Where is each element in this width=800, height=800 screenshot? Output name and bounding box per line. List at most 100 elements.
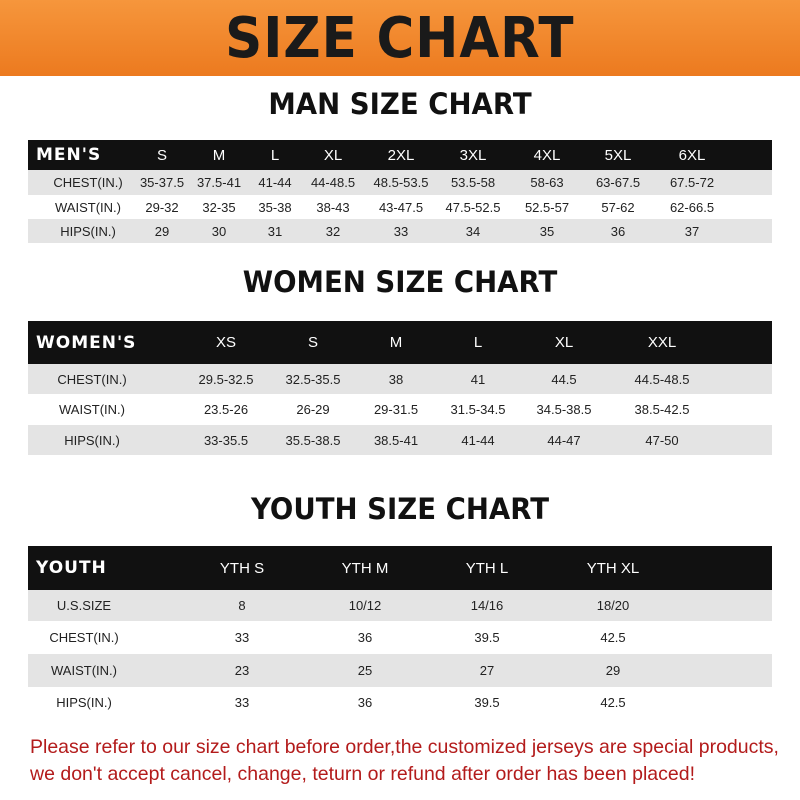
size-header: L	[473, 334, 483, 351]
table-cell: 44.5-48.5	[634, 371, 690, 387]
table-cell: 58-63	[530, 175, 564, 190]
table-cell: 43-47.5	[378, 199, 424, 215]
table-cell: 14/16	[470, 598, 504, 613]
size-header: S	[156, 146, 168, 164]
table-cell: 35	[539, 223, 555, 239]
table-row: HIPS(IN.) 33-35.5 35.5-38.5 38.5-41 41-44 44-…	[28, 425, 772, 455]
table-cell: 23	[234, 663, 250, 678]
size-header: XL	[554, 334, 574, 351]
table-cell: 37.5-41	[196, 175, 242, 190]
table-cell: 44.5	[551, 371, 577, 387]
size-header: 6XL	[678, 146, 706, 164]
table-cell: 52.5-57	[524, 199, 570, 215]
size-header: XL	[323, 146, 343, 164]
table-cell: 32.5-35.5	[285, 371, 341, 387]
table-cell: 10/12	[348, 598, 382, 613]
table-row: HIPS(IN.) 29 30 31 32 33 34 35 36 37	[28, 219, 772, 243]
men-header-row: MEN'S S M L XL 2XL 3XL 4XL 5XL 6XL	[28, 140, 772, 170]
size-header: YTH M	[341, 559, 389, 577]
table-label: YOUTH	[36, 558, 107, 578]
measurement-label: CHEST(IN.)	[53, 175, 123, 190]
table-cell: 41-44	[258, 175, 292, 190]
men-size-table: MEN'S S M L XL 2XL 3XL 4XL 5XL 6XL CHEST(IN.) 35-37…	[28, 140, 772, 243]
table-cell: 47.5-52.5	[445, 199, 501, 215]
table-cell: 32-35	[202, 199, 236, 215]
table-cell: 29	[605, 663, 621, 678]
size-header: L	[270, 146, 280, 164]
table-cell: 36	[357, 630, 373, 645]
table-cell: 29.5-32.5	[198, 371, 254, 387]
table-row: U.S.SIZE 8 10/12 14/16 18/20	[28, 590, 772, 621]
men-section-title: MAN SIZE CHART	[268, 87, 532, 121]
measurement-label: WAIST(IN.)	[51, 663, 117, 678]
table-label: WOMEN'S	[36, 332, 137, 353]
table-cell: 48.5-53.5	[373, 175, 429, 190]
table-cell: 34.5-38.5	[536, 402, 592, 417]
table-cell: 62-66.5	[669, 199, 715, 215]
table-cell: 26-29	[296, 402, 330, 417]
table-cell: 57-62	[601, 199, 635, 215]
table-row: WAIST(IN.) 23.5-26 26-29 29-31.5 31.5-34.5 34…	[28, 394, 772, 425]
table-cell: 29-31.5	[373, 402, 419, 417]
table-cell: 67.5-72	[669, 175, 715, 190]
table-cell: 38	[388, 371, 404, 387]
youth-size-table: YOUTH YTH S YTH M YTH L YTH XL U.S.SIZE 8 10/12…	[28, 546, 772, 718]
size-header: 5XL	[604, 146, 632, 164]
table-cell: 35-37.5	[139, 175, 185, 190]
table-cell: 33	[393, 223, 409, 239]
women-header-row: WOMEN'S XS S M L XL XXL	[28, 321, 772, 364]
table-cell: 29-32	[145, 199, 179, 215]
size-header: YTH L	[465, 559, 509, 577]
size-header: M	[212, 146, 226, 164]
table-row: CHEST(IN.) 29.5-32.5 32.5-35.5 38 41 44.5 44.5…	[28, 364, 772, 394]
table-row: HIPS(IN.) 33 36 39.5 42.5	[28, 687, 772, 718]
measurement-label: CHEST(IN.)	[49, 630, 119, 645]
table-cell: 36	[357, 695, 373, 710]
table-cell: 53.5-58	[450, 175, 496, 190]
table-cell: 39.5	[474, 695, 500, 710]
size-header: YTH S	[219, 559, 265, 577]
table-label: MEN'S	[36, 145, 102, 165]
size-header: 3XL	[459, 146, 487, 164]
measurement-label: U.S.SIZE	[56, 598, 112, 613]
table-row: WAIST(IN.) 29-32 32-35 35-38 38-43 43-47.5 47.…	[28, 195, 772, 219]
size-header: YTH XL	[586, 559, 640, 577]
table-cell: 30	[211, 223, 227, 239]
table-cell: 35.5-38.5	[285, 432, 341, 448]
size-header: 4XL	[533, 146, 561, 164]
table-cell: 42.5	[600, 630, 626, 645]
measurement-label: HIPS(IN.)	[64, 432, 120, 448]
table-cell: 39.5	[474, 630, 500, 645]
table-cell: 18/20	[596, 598, 630, 613]
table-row: CHEST(IN.) 35-37.5 37.5-41 41-44 44-48.5 48.5…	[28, 170, 772, 195]
table-cell: 44-48.5	[310, 175, 356, 190]
youth-section-title: YOUTH SIZE CHART	[250, 492, 550, 526]
table-row: WAIST(IN.) 23 25 27 29	[28, 654, 772, 687]
table-cell: 36	[610, 223, 626, 239]
table-row: CHEST(IN.) 33 36 39.5 42.5	[28, 621, 772, 654]
table-cell: 33-35.5	[203, 432, 249, 448]
page-title: SIZE CHART	[225, 5, 575, 71]
table-cell: 33	[234, 630, 250, 645]
table-cell: 32	[325, 223, 341, 239]
size-header: 2XL	[387, 146, 415, 164]
measurement-label: WAIST(IN.)	[59, 402, 125, 417]
women-section-title: WOMEN SIZE CHART	[242, 265, 558, 299]
table-cell: 33	[234, 695, 250, 710]
table-cell: 38.5-41	[373, 432, 419, 448]
table-cell: 35-38	[258, 199, 292, 215]
table-cell: 47-50	[645, 432, 679, 448]
table-cell: 8	[238, 598, 246, 613]
table-cell: 29	[154, 223, 170, 239]
table-cell: 31	[267, 223, 283, 239]
youth-header-row: YOUTH YTH S YTH M YTH L YTH XL	[28, 546, 772, 590]
table-cell: 44-47	[547, 432, 581, 448]
size-header: XS	[215, 334, 237, 351]
order-notice: Please refer to our size chart before or…	[30, 736, 779, 785]
size-header: S	[307, 334, 319, 351]
measurement-label: CHEST(IN.)	[57, 371, 127, 387]
size-header: XXL	[647, 334, 677, 351]
table-cell: 27	[479, 663, 495, 678]
table-cell: 42.5	[600, 695, 626, 710]
measurement-label: WAIST(IN.)	[55, 199, 121, 215]
